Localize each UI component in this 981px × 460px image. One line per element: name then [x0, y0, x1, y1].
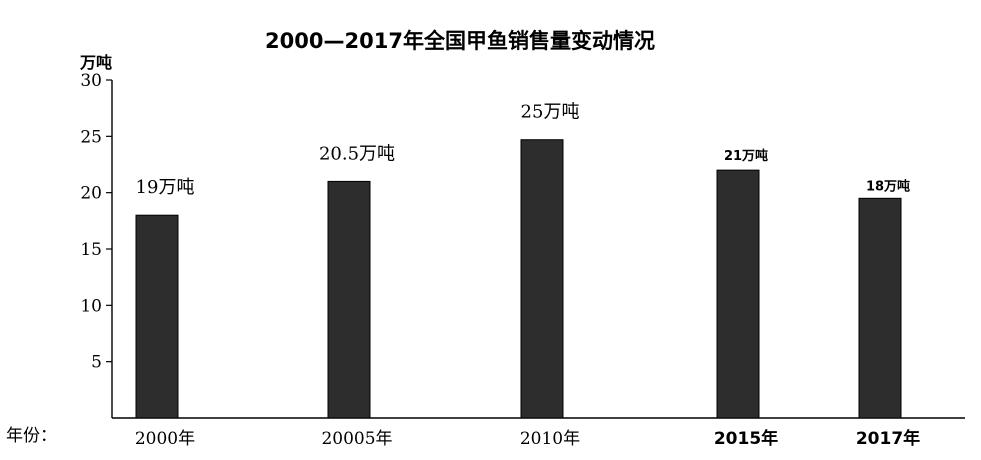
y-tick-label: 15 [80, 240, 102, 260]
bar [520, 139, 564, 419]
bar-data-label: 19万吨 [136, 177, 195, 198]
x-category-label: 2015年 [714, 428, 778, 449]
bar-data-label: 20.5万吨 [319, 143, 395, 164]
bar [716, 169, 760, 419]
y-tick-label: 25 [80, 127, 102, 147]
bar [858, 197, 902, 419]
bar-data-label: 21万吨 [724, 148, 768, 164]
y-tick-label: 30 [80, 71, 102, 91]
x-category-label: 2010年 [520, 429, 580, 449]
y-axis-unit-label: 万吨 [79, 53, 112, 72]
x-category-label: 2000年 [135, 429, 195, 449]
y-tick-label: 10 [80, 296, 102, 316]
bar [135, 214, 179, 419]
chart-title: 2000—2017年全国甲鱼销售量变动情况 [265, 29, 655, 53]
x-axis-prefix-label: 年份： [6, 426, 57, 446]
y-tick-label: 20 [80, 184, 102, 204]
x-category-label: 2017年 [856, 428, 920, 449]
y-tick-label: 5 [91, 353, 102, 373]
bar-data-label: 18万吨 [866, 178, 910, 194]
x-category-label: 20005年 [321, 429, 392, 449]
bar-data-label: 25万吨 [521, 102, 580, 123]
bar [327, 180, 371, 419]
